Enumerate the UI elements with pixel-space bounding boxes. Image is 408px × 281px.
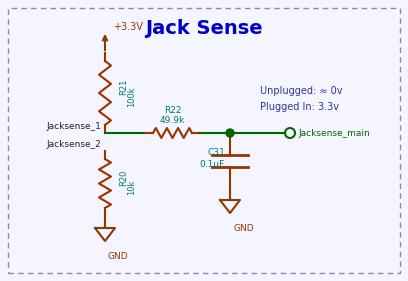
Text: +3.3V: +3.3V — [113, 22, 143, 32]
Text: GND: GND — [108, 252, 129, 261]
Text: 10k: 10k — [127, 180, 136, 195]
Text: GND: GND — [233, 224, 254, 233]
Text: C31: C31 — [207, 148, 225, 157]
Text: 0.1uF: 0.1uF — [200, 160, 225, 169]
Text: R22: R22 — [164, 106, 181, 115]
Text: Jack Sense: Jack Sense — [145, 19, 263, 37]
Circle shape — [226, 129, 234, 137]
Text: Jacksense_2: Jacksense_2 — [46, 140, 101, 149]
Text: 100k: 100k — [127, 87, 136, 107]
Text: 49.9k: 49.9k — [160, 116, 185, 125]
Text: Jacksense_main: Jacksense_main — [298, 128, 370, 137]
Text: Jacksense_1: Jacksense_1 — [46, 122, 101, 131]
Text: Unplugged: ≈ 0v
Plugged In: 3.3v: Unplugged: ≈ 0v Plugged In: 3.3v — [260, 86, 342, 112]
Text: R21: R21 — [119, 79, 128, 95]
Text: R20: R20 — [119, 169, 128, 186]
